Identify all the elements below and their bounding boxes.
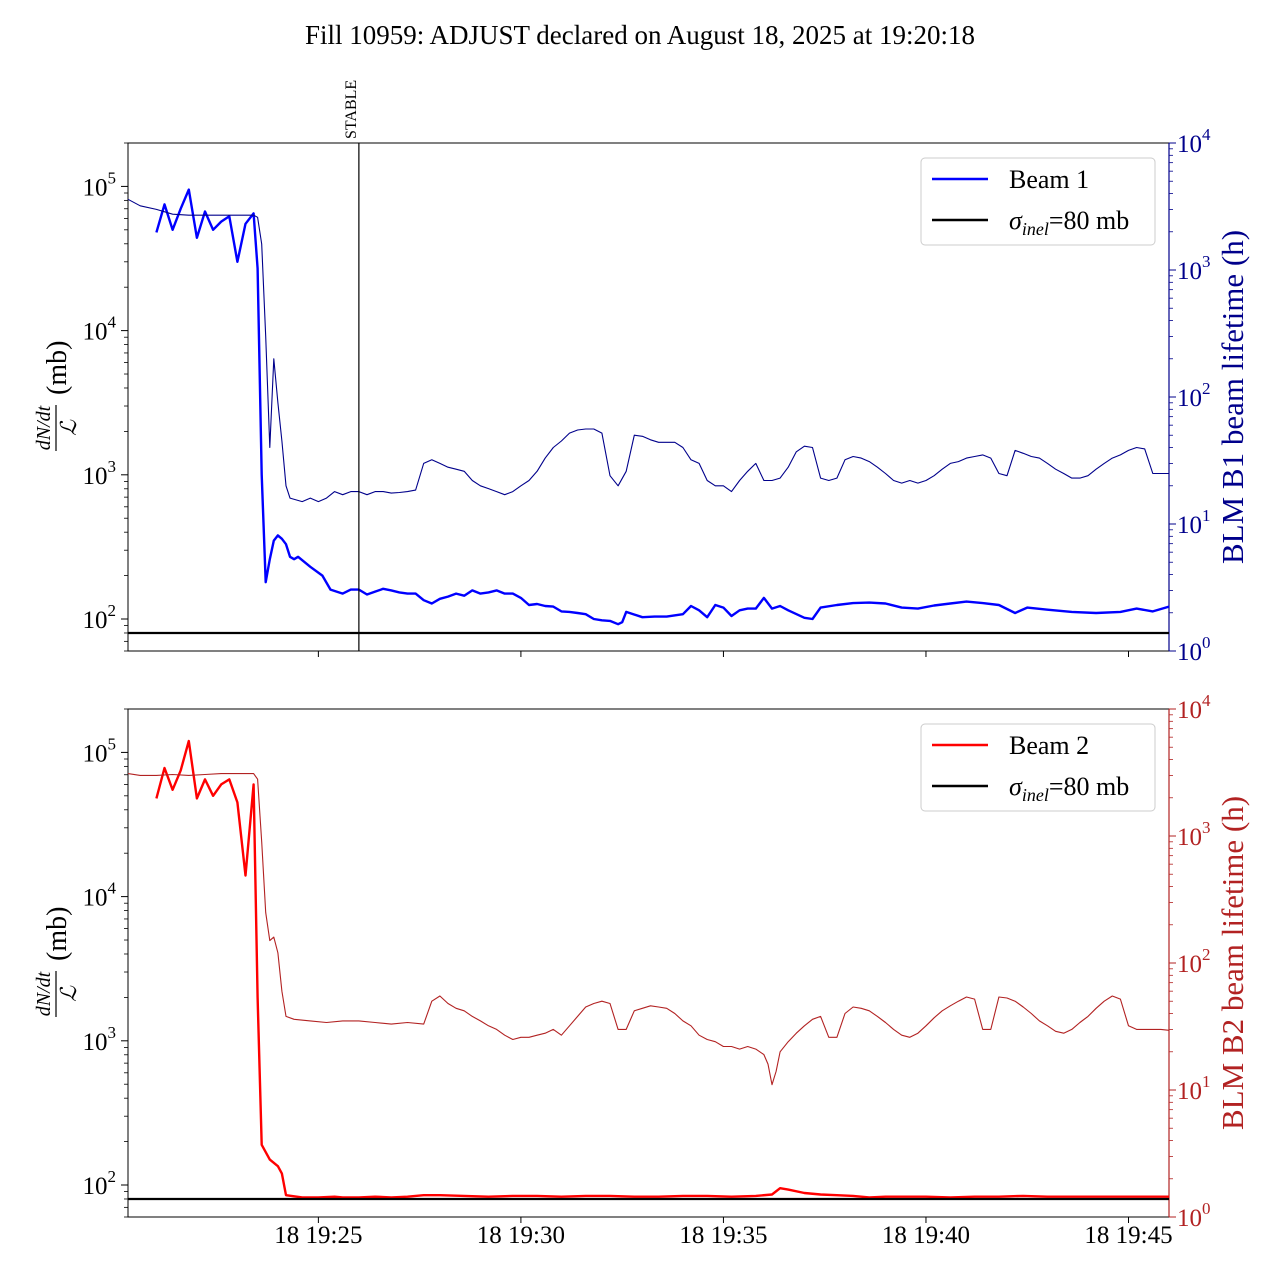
series-line-1 [155, 188, 1169, 626]
y-label-numerator: dN/dt [33, 971, 55, 1016]
y2-tick-label: 100 [1177, 633, 1211, 666]
y-label-denominator: ℒ [56, 985, 81, 1002]
y-label-unit: (mb) [42, 907, 73, 961]
x-tick-label: 18 19:35 [679, 1222, 767, 1249]
legend-label-reference: σinel=80 mb [1009, 206, 1129, 239]
legend-label-series: Beam 2 [1009, 731, 1089, 760]
y2-tick-label: 100 [1177, 1199, 1211, 1232]
stable-marker-label: STABLE [343, 80, 360, 139]
y2-tick-label: 102 [1177, 379, 1211, 412]
y2-tick-label: 104 [1177, 691, 1211, 724]
y2-tick-label: 103 [1177, 252, 1211, 285]
y2-tick-label: 104 [1177, 125, 1211, 158]
plot-area [128, 739, 1169, 1201]
lifetime-line [128, 198, 1169, 503]
x-tick-label: 18 19:30 [477, 1222, 565, 1249]
plot-area [128, 188, 1169, 635]
beam1-panel: 102 103 104 105 100 101 102 103 104 dN/dt ℒ (mb) BLM… [33, 80, 1250, 666]
y-tick-label: 103 [83, 1023, 117, 1056]
y-tick-label: 105 [83, 734, 117, 767]
y2-tick-label: 101 [1177, 506, 1211, 539]
x-tick-label: 18 19:25 [274, 1222, 362, 1249]
lifetime-line [128, 773, 1169, 1086]
y-axis-label: dN/dt ℒ (mb) [33, 341, 81, 451]
series-line-1 [155, 739, 1169, 1199]
legend: Beam 2 σinel=80 mb [920, 723, 1156, 812]
x-tick-label: 18 19:45 [1084, 1222, 1172, 1249]
beam2-panel: 102 103 104 105 100 101 102 103 104 18 19:25 18 19… [33, 691, 1250, 1249]
y2-tick-label: 103 [1177, 818, 1211, 851]
y-tick-label: 104 [83, 313, 117, 346]
y2-axis-label: BLM B2 beam lifetime (h) [1215, 796, 1250, 1130]
y2-tick-label: 102 [1177, 945, 1211, 978]
y-tick-label: 102 [83, 601, 117, 634]
y-tick-label: 104 [83, 879, 117, 912]
y-tick-label: 105 [83, 168, 117, 201]
y-tick-label: 103 [83, 457, 117, 490]
y2-axis-label: BLM B1 beam lifetime (h) [1215, 230, 1250, 564]
legend-label-series: Beam 1 [1009, 165, 1089, 194]
legend: Beam 1 σinel=80 mb [920, 157, 1156, 246]
y-tick-label: 102 [83, 1167, 117, 1200]
y2-tick-label: 101 [1177, 1072, 1211, 1105]
y-label-numerator: dN/dt [33, 405, 55, 450]
chart-title: Fill 10959: ADJUST declared on August 18… [305, 20, 975, 50]
x-tick-label: 18 19:40 [882, 1222, 970, 1249]
y-label-denominator: ℒ [56, 419, 81, 436]
y-axis-label: dN/dt ℒ (mb) [33, 907, 81, 1017]
legend-label-reference: σinel=80 mb [1009, 772, 1129, 805]
y-label-unit: (mb) [42, 341, 73, 395]
